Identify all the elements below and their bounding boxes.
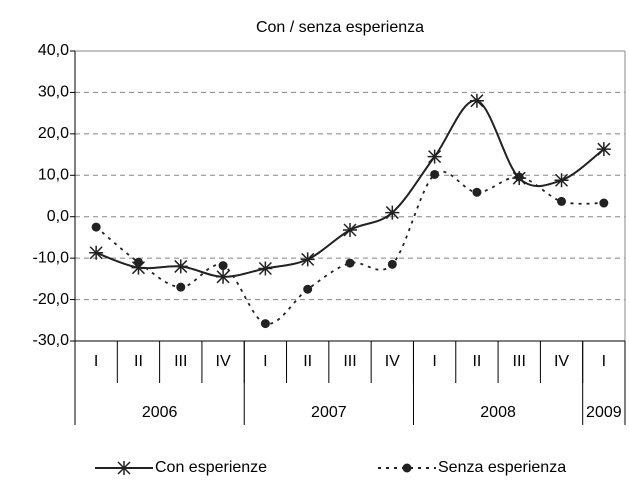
y-tick-label: -30,0 bbox=[33, 332, 70, 349]
y-tick-label: 0,0 bbox=[47, 208, 69, 225]
x-tick-label: III bbox=[343, 353, 356, 370]
point bbox=[258, 261, 273, 276]
y-tick-label: -10,0 bbox=[33, 249, 70, 266]
x-tick-label: III bbox=[174, 353, 187, 370]
x-tick-label: IV bbox=[216, 353, 231, 370]
point bbox=[176, 282, 186, 292]
x-tick-label: I bbox=[432, 353, 436, 370]
point bbox=[260, 319, 270, 329]
point bbox=[469, 93, 484, 108]
group-label: 2009 bbox=[586, 404, 622, 421]
point bbox=[596, 142, 611, 157]
legend-label: Senza esperienza bbox=[438, 459, 566, 476]
point bbox=[472, 187, 482, 197]
point bbox=[218, 261, 228, 271]
series-line bbox=[95, 99, 605, 278]
legend-marker bbox=[402, 463, 412, 473]
group-label: 2007 bbox=[311, 404, 347, 421]
point bbox=[345, 258, 355, 268]
series-line bbox=[95, 170, 604, 325]
legend-marker bbox=[117, 461, 131, 475]
x-tick-label: I bbox=[602, 353, 606, 370]
point bbox=[514, 172, 524, 182]
point bbox=[216, 269, 231, 284]
point bbox=[91, 222, 101, 232]
y-tick-label: 20,0 bbox=[38, 125, 69, 142]
point bbox=[300, 252, 315, 267]
x-tick-label: I bbox=[94, 353, 98, 370]
y-tick-label: 10,0 bbox=[38, 167, 69, 184]
point bbox=[173, 259, 188, 274]
point bbox=[385, 205, 400, 220]
x-tick-label: I bbox=[263, 353, 267, 370]
x-tick-label: IV bbox=[554, 353, 569, 370]
group-label: 2008 bbox=[480, 404, 516, 421]
x-tick-label: II bbox=[134, 353, 143, 370]
point bbox=[131, 260, 146, 275]
point bbox=[89, 245, 104, 260]
x-tick-label: II bbox=[472, 353, 481, 370]
chart-title: Con / senza esperienza bbox=[256, 19, 424, 36]
group-label: 2006 bbox=[142, 404, 178, 421]
point bbox=[427, 149, 442, 164]
point bbox=[557, 196, 567, 206]
x-tick-label: IV bbox=[385, 353, 400, 370]
y-tick-label: 40,0 bbox=[38, 42, 69, 59]
point bbox=[303, 284, 313, 294]
y-tick-label: -20,0 bbox=[33, 291, 70, 308]
legend-label: Con esperienze bbox=[155, 459, 267, 476]
y-tick-label: 30,0 bbox=[38, 84, 69, 101]
x-tick-label: II bbox=[303, 353, 312, 370]
point bbox=[133, 257, 143, 267]
point bbox=[554, 173, 569, 188]
point bbox=[387, 259, 397, 269]
point bbox=[430, 169, 440, 179]
point bbox=[599, 198, 609, 208]
x-tick-label: III bbox=[513, 353, 526, 370]
point bbox=[343, 222, 357, 237]
